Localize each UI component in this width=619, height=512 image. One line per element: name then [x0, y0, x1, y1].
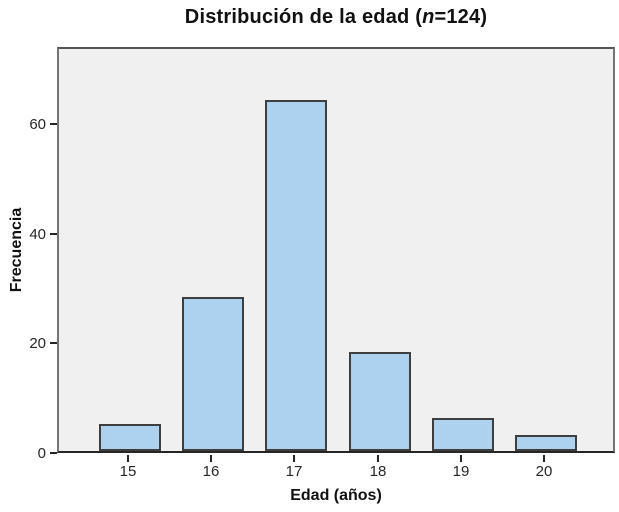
- chart-title: Distribución de la edad (n=124): [57, 6, 615, 29]
- y-tick-label-40: 40: [29, 226, 46, 243]
- y-axis-title: Frecuencia: [8, 207, 25, 293]
- x-tick-label-15: 15: [119, 463, 137, 480]
- plot-area: [57, 47, 615, 453]
- x-axis-title: Edad (años): [290, 487, 382, 504]
- chart-title-prefix: Distribución de la edad (: [184, 6, 423, 28]
- y-tick-mark-60: [50, 123, 57, 125]
- x-tick-mark-18: [377, 455, 379, 462]
- x-tick-mark-16: [210, 455, 212, 462]
- x-tick-mark-19: [460, 455, 462, 462]
- chart-title-suffix: =124): [434, 6, 488, 28]
- y-tick-mark-0: [50, 452, 57, 454]
- chart-title-n: n: [422, 6, 435, 28]
- x-tick-mark-17: [293, 455, 295, 462]
- x-tick-mark-15: [127, 455, 129, 462]
- y-tick-mark-20: [50, 342, 57, 344]
- bar-18: [349, 352, 411, 451]
- y-tick-label-60: 60: [29, 116, 46, 133]
- y-tick-label-0: 0: [37, 445, 46, 462]
- x-tick-label-17: 17: [285, 463, 303, 480]
- x-tick-label-16: 16: [202, 463, 220, 480]
- bar-17: [265, 100, 327, 451]
- x-tick-mark-20: [543, 455, 545, 462]
- bar-19: [432, 418, 494, 451]
- bar-20: [515, 435, 577, 451]
- y-tick-mark-40: [50, 233, 57, 235]
- bar-16: [182, 297, 244, 451]
- bar-15: [99, 424, 161, 451]
- y-tick-label-20: 20: [29, 335, 46, 352]
- x-tick-label-18: 18: [369, 463, 387, 480]
- x-tick-label-20: 20: [535, 463, 553, 480]
- x-tick-label-19: 19: [452, 463, 470, 480]
